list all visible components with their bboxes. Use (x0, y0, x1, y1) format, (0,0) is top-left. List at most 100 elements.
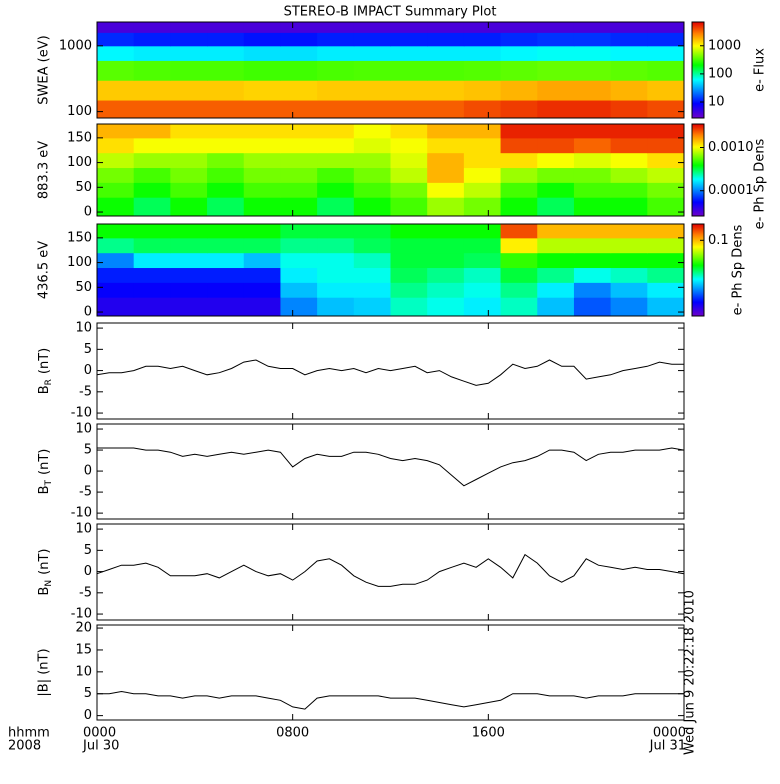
spectrogram-cell (647, 152, 685, 169)
spectrogram-cell (390, 152, 428, 169)
y-label-sub: R (44, 379, 54, 385)
y-tick-label: 1000 (59, 38, 92, 53)
spectrogram-cell (280, 167, 318, 183)
spectrogram-cell (243, 22, 281, 33)
y-tick-label: 0 (84, 305, 92, 320)
plot-title: STEREO-B IMPACT Summary Plot (284, 5, 497, 20)
spectrogram-cell (647, 100, 685, 119)
spectrogram-cell (353, 267, 391, 283)
spectrogram-cell (500, 167, 538, 183)
spectrogram-cell (610, 237, 648, 254)
y-tick-label: 15 (75, 642, 92, 657)
y-tick-label: -10 (71, 506, 92, 521)
spectrogram-cell (243, 124, 281, 139)
spectrogram-cell (170, 252, 208, 269)
spectrogram-cell (133, 224, 171, 239)
spectrogram-cell (647, 224, 685, 239)
data-line (96, 553, 685, 587)
spectrogram-cell (353, 152, 391, 169)
panel-frame (96, 21, 685, 119)
spectrogram-cell (133, 60, 171, 81)
panel-frame (96, 423, 685, 520)
spectrogram-cell (207, 45, 245, 61)
spectrogram-cell (463, 45, 502, 61)
spectrogram-cell (537, 45, 575, 61)
spectrogram-cell (170, 22, 208, 33)
spectrogram-cell (207, 197, 245, 217)
spectrogram-cell (97, 237, 135, 254)
spectrogram-cell (280, 80, 318, 101)
y-axis-label: |B| (nT) (37, 648, 52, 696)
spectrogram-cell (647, 282, 685, 298)
spectrogram-cell (427, 167, 465, 183)
spectrogram-cell (500, 224, 538, 239)
spectrogram-cell (280, 237, 318, 254)
spectrogram-cell (280, 282, 318, 298)
spectrogram-cell (610, 100, 648, 119)
spectrogram-cell (647, 182, 685, 198)
y-tick-label: 0 (84, 363, 92, 378)
spectrogram-cell (97, 182, 135, 198)
spectrogram-cell (353, 197, 391, 217)
spectrogram-cell (170, 124, 208, 139)
spectrogram-cell (170, 237, 208, 254)
panel-frame (96, 523, 685, 621)
y-label-main: B (37, 385, 52, 394)
spectrogram-cell (280, 22, 318, 33)
data-line (96, 359, 684, 386)
spectrogram-cell (243, 100, 281, 119)
panel-frame (96, 123, 685, 217)
spectrogram-cell (500, 124, 538, 139)
spectrogram-cell (610, 167, 648, 183)
colorbar-tick-label: 100 (708, 66, 733, 81)
spectrogram-cell (317, 124, 355, 139)
spectrogram-cell (647, 45, 685, 61)
colorbar (691, 223, 705, 317)
spectrogram-cell (573, 60, 612, 81)
spectrogram-cell (207, 237, 245, 254)
spectrogram-cell (207, 22, 245, 33)
spectrogram-cell (610, 137, 648, 154)
spectrogram-cell (390, 80, 428, 101)
spectrogram-cell (170, 60, 208, 81)
spectrogram-cell (353, 137, 391, 154)
spectrogram-cell (463, 297, 502, 317)
spectrogram-cell (97, 100, 135, 119)
spectrogram-cell (647, 237, 685, 254)
spectrogram-cell (427, 252, 465, 269)
spectrogram-cell (647, 252, 685, 269)
spectrogram-cell (537, 100, 575, 119)
y-tick-label: 10 (75, 321, 92, 336)
spectrogram-cell (610, 80, 648, 101)
spectrogram-cell (207, 32, 245, 47)
spectrogram-cell (317, 224, 355, 239)
spectrogram-cell (573, 282, 612, 298)
y-tick-label: 150 (67, 230, 92, 245)
y-axis-label: BT (nT) (37, 449, 54, 495)
spectrogram-cell (207, 60, 245, 81)
spectrogram-cell (390, 45, 428, 61)
y-label-sub: N (44, 580, 54, 587)
spectrogram-cell (537, 60, 575, 81)
colorbar-tick-label: 1000 (708, 38, 741, 53)
spectrogram-cell (610, 182, 648, 198)
spectrogram-cell (353, 167, 391, 183)
spectrogram-cell (500, 252, 538, 269)
spectrogram-cell (97, 22, 135, 33)
time-format-label: hhmm (8, 726, 50, 741)
spectrogram-cell (317, 32, 355, 47)
y-label-unit: (nT) (37, 449, 52, 475)
spectrogram-cell (427, 197, 465, 217)
spectrogram-cell (537, 80, 575, 101)
spectrogram-cell (537, 297, 575, 317)
spectrogram-cell (463, 60, 502, 81)
spectrogram-cell (573, 45, 612, 61)
spectrogram-cell (280, 197, 318, 217)
spectrogram-cell (133, 152, 171, 169)
spectrogram-cell (97, 45, 135, 61)
spectrogram-cell (573, 237, 612, 254)
spectrogram-cell (610, 252, 648, 269)
spectrogram-cell (97, 137, 135, 154)
spectrogram-cell (610, 282, 648, 298)
